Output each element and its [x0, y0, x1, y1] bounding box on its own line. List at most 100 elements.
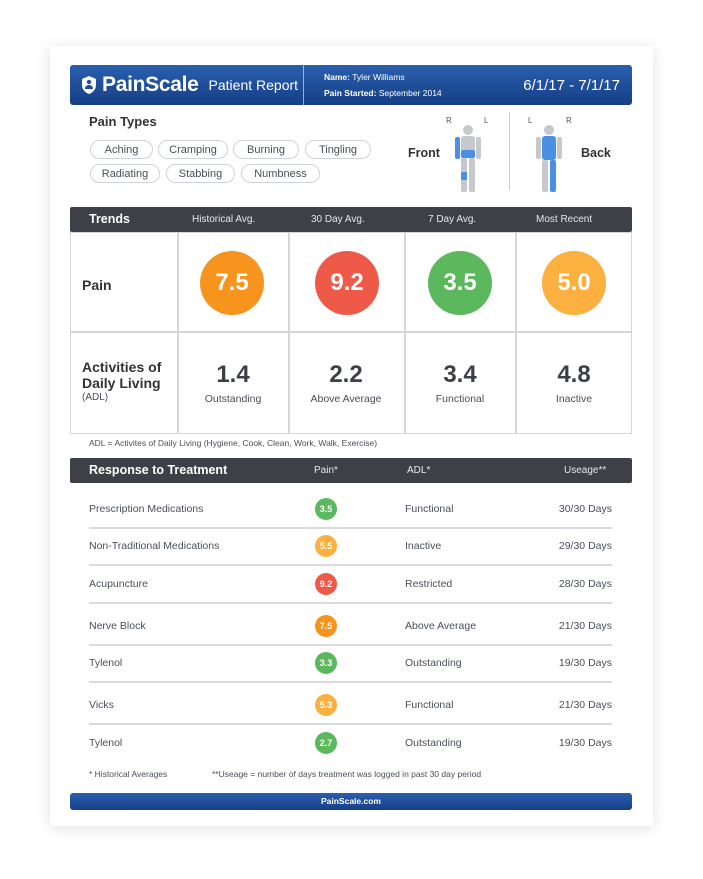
brand-name: PainScale [102, 73, 199, 96]
col-usage: Useage** [564, 465, 607, 476]
footer-site: PainScale.com [70, 793, 632, 810]
pain-type-chip: Tingling [305, 140, 371, 159]
response-row: Acupuncture 9.2 Restricted 28/30 Days [89, 565, 612, 603]
row-divider [89, 602, 612, 604]
adl-30-day-value: 2.2 [329, 361, 363, 388]
pain-type-chip: Stabbing [166, 164, 235, 183]
adl-note: ADL = Activites of Daily Living (Hygiene… [89, 438, 378, 448]
response-row: Non-Traditional Medications 5.5 Inactive 29… [89, 527, 612, 565]
col-30-day: 30 Day Avg. [311, 214, 365, 225]
shield-icon [82, 76, 96, 94]
response-row: Tylenol 2.7 Outstanding 19/30 Days [89, 724, 612, 762]
patient-name: Tyler Williams [352, 72, 405, 82]
trends-grid: Pain 7.5 9.2 3.5 5.0 Activities of Daily… [70, 232, 632, 434]
footnote-usage: **Useage = number of days treatment was … [212, 769, 482, 779]
adl-status: Above Average [405, 620, 477, 632]
adl-7-day-word: Functional [435, 393, 485, 405]
pain-score-dot: 3.3 [315, 652, 337, 674]
pain-most-recent-circle: 5.0 [542, 251, 606, 315]
front-l-label: L [484, 116, 489, 125]
pain-30-day-circle: 9.2 [315, 251, 379, 315]
col-historical: Historical Avg. [192, 214, 256, 225]
back-l-label: L [528, 116, 533, 125]
treatment-name: Vicks [89, 699, 114, 711]
pain-score-dot: 5.5 [315, 535, 337, 557]
pain-score-dot: 9.2 [315, 573, 337, 595]
adl-abbr: (ADL) [82, 392, 109, 403]
response-row: Nerve Block 7.5 Above Average 21/30 Days [89, 607, 612, 645]
back-r-label: R [566, 116, 572, 125]
adl-status: Functional [405, 699, 454, 711]
usage-days: 19/30 Days [558, 737, 612, 749]
pain-score-dot: 2.7 [315, 732, 337, 754]
brand: PainScale Patient Report [70, 65, 304, 105]
trends-title: Trends [89, 212, 130, 226]
adl-status: Restricted [405, 578, 453, 590]
adl-label-line-1: Activities of [82, 359, 162, 375]
adl-label-line-2: Daily Living [82, 375, 161, 391]
row-divider [89, 564, 612, 566]
adl-most-recent-word: Inactive [555, 393, 593, 405]
pain-type-chip: Radiating [90, 164, 160, 183]
adl-status: Inactive [405, 540, 442, 552]
date-range: 6/1/17 - 7/1/17 [523, 76, 620, 94]
pain-type-chip: Burning [233, 140, 299, 159]
back-label: Back [581, 146, 611, 160]
adl-status: Functional [405, 503, 454, 515]
response-row: Tylenol 3.3 Outstanding 19/30 Days [89, 644, 612, 682]
treatment-name: Nerve Block [89, 620, 146, 632]
usage-days: 21/30 Days [558, 699, 612, 711]
usage-days: 30/30 Days [558, 503, 612, 515]
response-row: Vicks 5.3 Functional 21/30 Days [89, 686, 612, 724]
front-body-figure [455, 125, 481, 192]
adl-historical-value: 1.4 [216, 361, 250, 388]
row-divider [89, 644, 612, 646]
adl-status: Outstanding [405, 657, 462, 669]
report-header: PainScale Patient Report Name: Tyler Wil… [70, 65, 632, 105]
body-divider [509, 112, 510, 190]
back-body-figure [536, 125, 562, 192]
treatment-name: Acupuncture [89, 578, 148, 590]
pain-type-chip: Cramping [158, 140, 228, 159]
adl-status: Outstanding [405, 737, 462, 749]
pain-score-dot: 7.5 [315, 615, 337, 637]
adl-most-recent-value: 4.8 [557, 361, 591, 388]
response-title: Response to Treatment [89, 463, 228, 477]
row-divider [89, 527, 612, 529]
grid-line [71, 331, 631, 333]
response-header: Response to Treatment Pain* ADL* Useage*… [70, 458, 632, 483]
front-r-label: R [446, 116, 452, 125]
treatment-name: Tylenol [89, 737, 123, 749]
front-label: Front [408, 146, 440, 160]
patient-info: Name: Tyler Williams Pain Started: Septe… [304, 69, 500, 101]
adl-7-day-value: 3.4 [443, 361, 477, 388]
col-adl: ADL* [407, 465, 431, 476]
report-subtitle: Patient Report [208, 77, 299, 93]
grid-line [177, 233, 179, 433]
adl-historical-word: Outstanding [204, 393, 262, 405]
pain-score-dot: 3.5 [315, 498, 337, 520]
usage-days: 28/30 Days [558, 578, 612, 590]
col-most-recent: Most Recent [536, 214, 593, 225]
grid-line [515, 233, 517, 433]
adl-30-day-word: Above Average [310, 393, 382, 405]
response-row: Prescription Medications 3.5 Functional 30/… [89, 490, 612, 528]
grid-line [404, 233, 406, 433]
name-label: Name: [324, 72, 350, 82]
pain-types-title: Pain Types [89, 114, 157, 129]
row-divider [89, 723, 612, 725]
pain-7-day-circle: 3.5 [428, 251, 492, 315]
treatment-name: Tylenol [89, 657, 123, 669]
pain-row-label: Pain [82, 277, 112, 293]
usage-days: 21/30 Days [558, 620, 612, 632]
trends-header: Trends Historical Avg. 30 Day Avg. 7 Day… [70, 207, 632, 232]
row-divider [89, 681, 612, 683]
grid-line [288, 233, 290, 433]
pain-started-value: September 2014 [378, 88, 442, 98]
adl-row-label: Activities of Daily Living (ADL) [82, 359, 161, 403]
treatment-name: Non-Traditional Medications [89, 540, 220, 552]
pain-started-label: Pain Started: [324, 88, 377, 98]
footnote-historical: * Historical Averages [89, 769, 168, 779]
pain-type-chip: Aching [90, 140, 153, 159]
pain-historical-circle: 7.5 [200, 251, 264, 315]
